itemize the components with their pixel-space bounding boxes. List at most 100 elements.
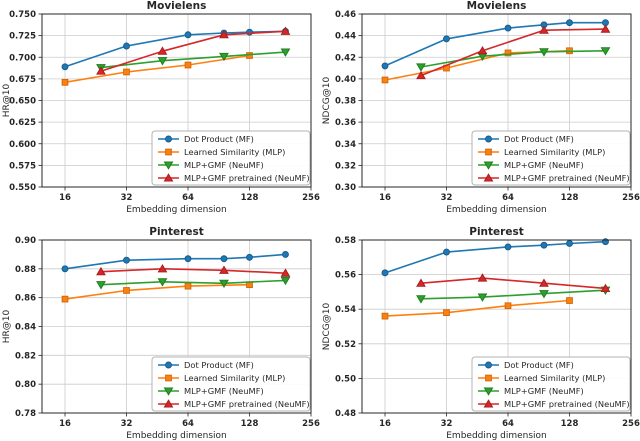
y-tick-label: 0.54: [335, 305, 356, 315]
tick-marks: [38, 239, 312, 417]
series-triangle-up: [416, 24, 611, 80]
data-point: [61, 265, 69, 273]
x-axis-label: Embedding dimension: [126, 431, 227, 441]
series-circle: [61, 250, 289, 273]
data-point: [477, 273, 488, 282]
series-line: [420, 289, 607, 300]
data-point: [504, 49, 512, 57]
data-point: [504, 24, 512, 32]
chart-cell-movielens-ndcg10: 16 32 64 128 256 0.30 0.32 0.34 0.36 0.38 0.40 0.42…: [320, 0, 640, 220]
x-axis-label: Embedding dimension: [446, 205, 547, 215]
series-line: [420, 28, 607, 77]
series-line: [100, 267, 287, 275]
data-point: [443, 309, 450, 317]
data-point: [280, 26, 291, 35]
chart-cell-pinterest-ndcg10: 16 32 64 128 256 0.48 0.50 0.52 0.54 0.56 0.58 Pint…: [320, 220, 640, 441]
x-tick-label: 32: [441, 193, 453, 203]
data-point: [539, 278, 549, 287]
data-point: [539, 48, 549, 57]
y-tick-label: 0.38: [335, 97, 356, 107]
legend-label: Learned Similarity (MLP): [184, 373, 285, 383]
chart-cell-pinterest-hr10: 16 32 64 128 256 0.78 0.80 0.82 0.84 0.86 0.88 0.90…: [0, 220, 320, 441]
x-tick-label: 64: [502, 419, 514, 429]
data-point: [123, 42, 130, 50]
legend-swatch-marker: [485, 361, 492, 369]
data-point: [381, 62, 389, 70]
series-triangle-up: [416, 273, 611, 292]
chart-title: Movielens: [147, 0, 207, 12]
legend-label: MLP+GMF (NeuMF): [184, 160, 264, 170]
legend-box: [471, 356, 631, 412]
legend: Dot Product (MF) Learned Similarity (MLP)…: [151, 130, 311, 186]
x-tick-label: 16: [379, 419, 391, 429]
legend-label: MLP+GMF pretrained (NeuMF): [184, 173, 310, 183]
y-tick-label: 0.575: [9, 161, 36, 171]
data-point: [123, 68, 130, 76]
x-tick-label: 128: [561, 419, 579, 429]
legend-label: MLP+GMF (NeuMF): [184, 386, 264, 396]
y-tick-label: 0.44: [335, 32, 356, 42]
legend-label: Dot Product (MF): [184, 360, 254, 370]
data-point: [157, 278, 168, 287]
data-point: [443, 248, 450, 256]
y-tick-label: 0.625: [9, 118, 36, 128]
y-axis-label: NDCG@10: [322, 303, 332, 351]
legend-swatch-marker: [163, 399, 174, 408]
tick-labels: 16 32 64 128 256 0.48 0.50 0.52 0.54 0.56 0.58: [335, 236, 640, 429]
legend: Dot Product (MF) Learned Similarity (MLP)…: [471, 356, 631, 412]
legend-swatch-marker: [163, 387, 174, 396]
data-point: [280, 268, 291, 277]
y-tick-label: 0.32: [335, 161, 356, 171]
x-tick-label: 32: [121, 419, 133, 429]
y-tick-label: 0.78: [15, 409, 36, 419]
data-point: [184, 282, 192, 290]
plot-border: [361, 239, 632, 414]
chart-title: Movielens: [467, 0, 527, 12]
data-point: [566, 240, 573, 247]
data-point: [477, 45, 488, 55]
y-axis-label: HR@10: [2, 309, 12, 343]
legend-label: Dot Product (MF): [504, 134, 574, 144]
series-line: [100, 279, 287, 286]
legend-label: Dot Product (MF): [184, 134, 254, 144]
y-tick-label: 0.90: [15, 236, 36, 246]
legend-box: [151, 130, 311, 186]
x-axis-label: Embedding dimension: [126, 205, 227, 215]
chart-pinterest-hr10: 16 32 64 128 256 0.78 0.80 0.82 0.84 0.86 0.88 0.90…: [2, 226, 320, 441]
data-point: [96, 66, 106, 75]
data-point: [600, 283, 611, 292]
series-line: [420, 49, 607, 68]
data-point: [600, 47, 611, 56]
series-circle: [381, 19, 609, 70]
y-axis-label: NDCG@10: [322, 77, 332, 125]
y-tick-label: 0.40: [335, 75, 356, 85]
legend-swatch-marker: [165, 361, 172, 369]
legend-swatch-marker: [165, 374, 172, 382]
data-point: [504, 243, 512, 251]
y-tick-label: 0.52: [335, 340, 356, 350]
data-point: [539, 25, 549, 34]
data-point: [184, 255, 192, 263]
x-tick-label: 16: [379, 193, 391, 203]
tick-labels: 16 32 64 128 256 0.78 0.80 0.82 0.84 0.86 0.88 0.90: [15, 236, 320, 429]
data-point: [219, 279, 229, 289]
series-line: [384, 299, 571, 317]
data-point: [381, 312, 389, 320]
series-triangle-down: [416, 47, 611, 72]
data-point: [600, 24, 611, 33]
legend-label: Dot Product (MF): [504, 360, 574, 370]
data-point: [219, 29, 229, 39]
series-square: [381, 297, 573, 320]
y-tick-label: 0.30: [335, 183, 356, 193]
data-point: [381, 76, 389, 84]
chart-movielens-ndcg10: 16 32 64 128 256 0.30 0.32 0.34 0.36 0.38 0.40 0.42…: [322, 0, 640, 215]
legend-swatch-marker: [483, 173, 494, 182]
series-triangle-up: [96, 26, 291, 75]
series-line: [64, 253, 287, 270]
data-point: [381, 269, 389, 277]
data-point: [416, 278, 426, 287]
series-square: [61, 52, 253, 86]
data-point: [477, 293, 488, 302]
data-point: [61, 78, 69, 86]
series-circle: [61, 27, 289, 71]
